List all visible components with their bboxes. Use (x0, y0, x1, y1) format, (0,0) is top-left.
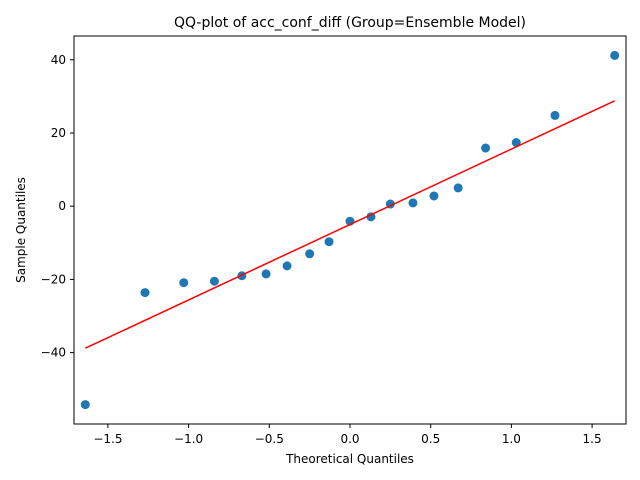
data-point (511, 138, 521, 148)
x-tick-label: −1.5 (93, 432, 122, 446)
x-axis: −1.5 −1.0 −0.5 0.0 0.5 1.0 1.5 (93, 424, 602, 446)
plot-area (80, 50, 620, 410)
data-point (282, 261, 292, 271)
y-tick-label: 20 (51, 126, 66, 140)
data-point (305, 249, 315, 259)
data-point (429, 191, 439, 201)
x-tick-label: −1.0 (174, 432, 203, 446)
data-point (261, 269, 271, 279)
data-point (209, 276, 219, 286)
reference-line (84, 100, 616, 349)
data-point (80, 400, 90, 410)
data-point (324, 237, 334, 247)
data-point (550, 110, 560, 120)
y-axis: −40 −20 0 20 40 (41, 53, 74, 360)
data-point (140, 288, 150, 298)
data-point (408, 198, 418, 208)
data-point (453, 183, 463, 193)
data-point (179, 278, 189, 288)
data-point (366, 212, 376, 222)
data-point (610, 50, 620, 60)
x-tick-label: 0.0 (340, 432, 359, 446)
x-tick-label: 1.0 (502, 432, 521, 446)
y-axis-label: Sample Quantiles (14, 177, 28, 283)
chart-title: QQ-plot of acc_conf_diff (Group=Ensemble… (174, 15, 526, 31)
y-tick-label: 0 (58, 199, 66, 213)
y-tick-label: −40 (41, 346, 66, 360)
y-tick-label: −20 (41, 272, 66, 286)
data-point (481, 143, 491, 153)
x-tick-label: 0.5 (421, 432, 440, 446)
x-tick-label: 1.5 (583, 432, 602, 446)
x-axis-label: Theoretical Quantiles (285, 452, 414, 466)
x-tick-label: −0.5 (255, 432, 284, 446)
y-tick-label: 40 (51, 53, 66, 67)
